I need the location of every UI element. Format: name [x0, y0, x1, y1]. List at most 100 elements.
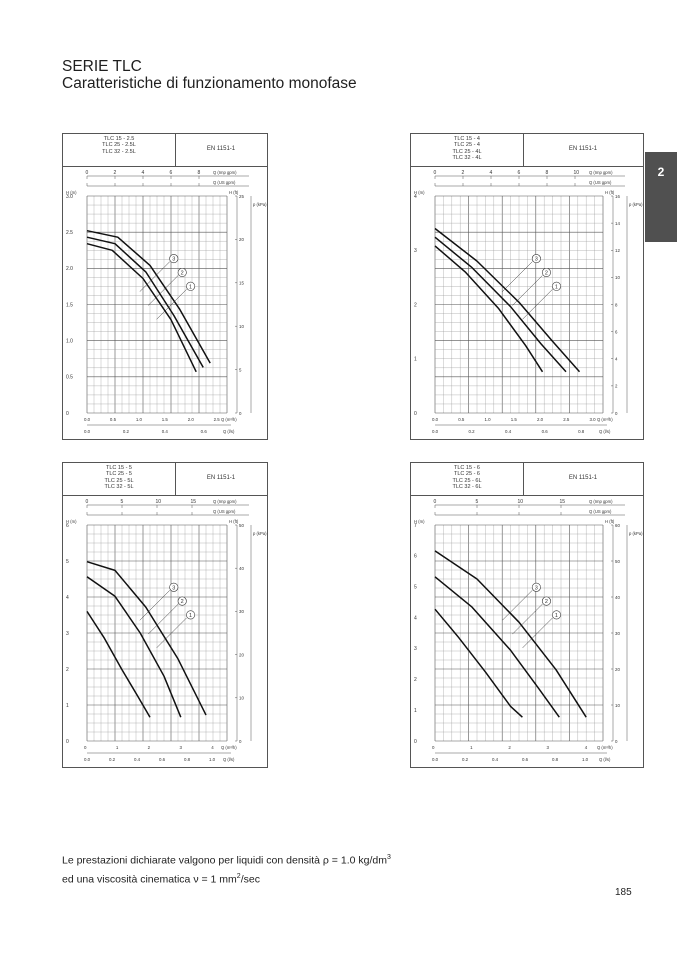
density-note: Le prestazioni dichiarate valgono per li… [62, 850, 391, 887]
standard-label: EN 1151-1 [568, 146, 598, 152]
note-line-2-post: /sec [240, 873, 260, 885]
curve-marker-label: 3 [172, 257, 175, 263]
curve-leader [522, 617, 553, 649]
curve-marker [541, 267, 551, 277]
right-tick-label: 8 [615, 302, 618, 307]
pump-curve-1 [434, 245, 544, 373]
section-tab[interactable]: 2 [645, 152, 677, 242]
curve-marker [531, 582, 541, 592]
bottom-tick-label: 1.5 [162, 417, 169, 422]
standard-label: EN 1151-1 [206, 146, 236, 152]
right-tick-label: 30 [615, 631, 620, 636]
right-tick-label: 10 [615, 275, 620, 280]
performance-chart-tlc-5: TLC 15 - 5 TLC 25 - 5 TLC 25 - 5L TLC 32 - … [62, 462, 268, 768]
top-axis-label: Q (Imp gpm) [213, 170, 237, 175]
model-name: TLC 32 - 4L [452, 155, 482, 162]
section-tab-label: 2 [657, 165, 665, 179]
right-tick-label: 15 [239, 281, 244, 286]
bottom-tick-label: 3 [547, 745, 550, 750]
left-tick-label: 0 [66, 739, 69, 745]
curve-leader [502, 261, 533, 292]
left-tick-label: 2 [414, 302, 417, 308]
bottom-tick-label: 2.5 [214, 417, 221, 422]
left-tick-label: 7 [414, 523, 417, 529]
header-divider [175, 463, 176, 495]
right-tick-label: 40 [239, 566, 244, 571]
top-tick-label: 8 [198, 170, 201, 176]
curve-leader [139, 590, 170, 621]
bottom2-tick-label: 0.0 [432, 757, 439, 762]
curve-marker-label: 1 [189, 284, 192, 290]
top-tick-label: 10 [574, 170, 580, 176]
left-tick-label: 5 [66, 559, 69, 565]
model-name: TLC 25 - 4 [454, 142, 480, 149]
bottom-tick-label: 1 [470, 745, 473, 750]
bottom2-tick-label: 1.0 [582, 757, 589, 762]
curve-marker [541, 596, 551, 606]
bottom-tick-label: 1 [116, 745, 119, 750]
pump-curve-3 [434, 550, 587, 718]
right-tick-label: 5 [239, 367, 242, 372]
right-axis2-label: p (kPa) [629, 531, 643, 536]
model-list: TLC 15 - 5 TLC 25 - 5 TLC 25 - 5L TLC 32 - … [65, 465, 173, 493]
top-axis-label: Q (Imp gpm) [213, 499, 237, 504]
left-tick-label: 0 [66, 411, 69, 417]
chart-header: TLC 15 - 2.5 TLC 25 - 2.5L TLC 32 - 2.5L EN… [63, 134, 267, 167]
bottom2-tick-label: 0.2 [469, 429, 476, 434]
right-axis-label: H (ft) [605, 190, 615, 195]
curve-leader [148, 275, 179, 306]
top-tick-label: 10 [518, 499, 524, 505]
top-tick-label: 10 [156, 499, 162, 505]
right-axis-label: H (ft) [229, 190, 239, 195]
right-tick-label: 4 [615, 357, 618, 362]
top-tick-label: 0 [86, 170, 89, 176]
pump-curve-2 [86, 236, 204, 368]
right-axis-label: H (ft) [229, 519, 239, 524]
right-axis-label: H (ft) [605, 519, 615, 524]
left-tick-label: 4 [414, 194, 417, 200]
left-tick-label: 0.5 [66, 375, 73, 381]
right-tick-label: 20 [239, 237, 244, 242]
chart-header: TLC 15 - 4 TLC 25 - 4 TLC 25 - 4L TLC 32 - … [411, 134, 643, 167]
right-tick-label: 14 [615, 221, 620, 226]
bottom-tick-label: 1.0 [485, 417, 492, 422]
bottom-tick-label: 0.0 [84, 417, 91, 422]
bottom2-tick-label: 0.4 [492, 757, 499, 762]
model-list: TLC 15 - 2.5 TLC 25 - 2.5L TLC 32 - 2.5L [65, 136, 173, 164]
pump-curve-1 [86, 242, 197, 373]
model-name: TLC 32 - 5L [104, 484, 134, 491]
pump-curve-3 [434, 227, 581, 373]
header-divider [523, 134, 524, 166]
model-name: TLC 15 - 5 [106, 465, 132, 471]
left-tick-label: 6 [66, 523, 69, 529]
curve-marker-label: 1 [555, 613, 558, 619]
curve-marker-label: 3 [535, 585, 538, 591]
left-tick-label: 4 [414, 615, 417, 621]
performance-chart-tlc-6: TLC 15 - 6 TLC 25 - 6 TLC 25 - 6L TLC 32 - … [410, 462, 644, 768]
curve-marker [531, 254, 541, 264]
model-list: TLC 15 - 6 TLC 25 - 6 TLC 25 - 6L TLC 32 - … [413, 465, 521, 493]
header-divider [523, 463, 524, 495]
curve-leader [148, 603, 179, 635]
bottom2-tick-label: 0.4 [134, 757, 141, 762]
bottom-axis2-label: Q (l/s) [223, 757, 235, 762]
bottom-axis2-label: Q (l/s) [223, 429, 235, 434]
curve-marker [169, 254, 179, 264]
top-tick-label: 15 [191, 499, 197, 505]
top-tick-label: 0 [434, 499, 437, 505]
top-tick-label: 8 [546, 170, 549, 176]
bottom-tick-label: 0.5 [458, 417, 465, 422]
top-tick-label: 5 [121, 499, 124, 505]
curve-leader [502, 590, 533, 621]
bottom2-tick-label: 0.8 [578, 429, 585, 434]
curve-marker [186, 281, 196, 291]
bottom2-tick-label: 0.8 [184, 757, 191, 762]
left-tick-label: 0 [414, 411, 417, 417]
pump-curve-1 [434, 608, 523, 718]
top-tick-label: 6 [170, 170, 173, 176]
model-name: TLC 15 - 6 [454, 465, 480, 471]
top-tick-label: 2 [462, 170, 465, 176]
curve-leader [139, 261, 170, 292]
